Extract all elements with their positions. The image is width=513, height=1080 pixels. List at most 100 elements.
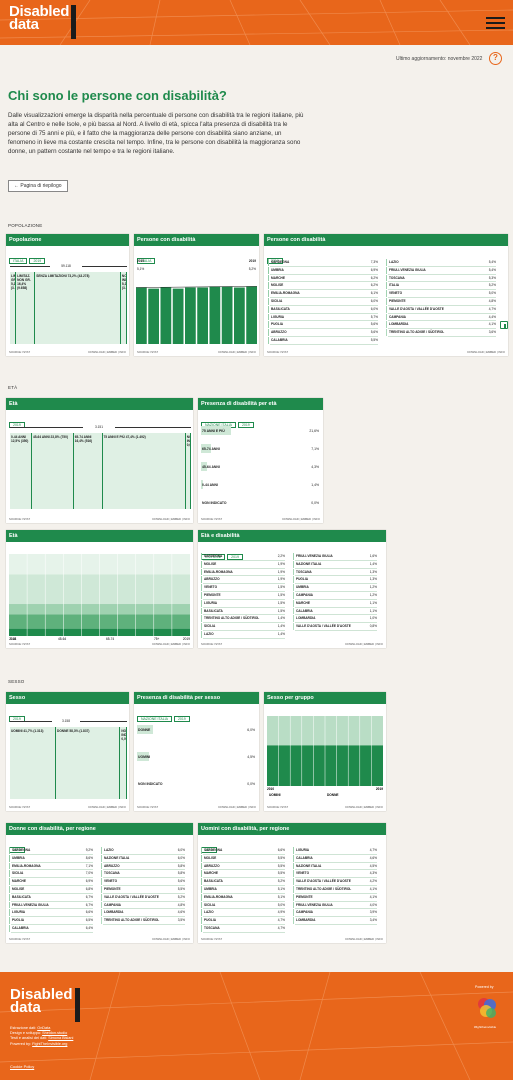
region-name: CAMPANIA [104, 902, 121, 907]
region-name: LOMBARDIA [296, 616, 316, 621]
cookie-policy-link[interactable]: Cookie Policy [10, 1064, 35, 1069]
filter-tag[interactable]: 2019 [173, 716, 190, 722]
filter-tag[interactable]: ITALIA [137, 258, 156, 264]
year-bar [172, 288, 184, 344]
end-year: 2019 [183, 637, 190, 641]
row-marker [101, 909, 103, 917]
card-actions[interactable]: DOWNLOAD | EMBED | INFO [88, 350, 126, 354]
region-value: 1,2% [369, 593, 377, 597]
region-name: CAMPANIA [389, 314, 406, 319]
region-value: 7,3% [370, 260, 378, 264]
region-name: LAZIO [389, 260, 399, 264]
row-divider [103, 885, 185, 886]
card-actions[interactable]: DOWNLOAD | EMBED | INFO [88, 805, 126, 809]
card-actions[interactable]: DOWNLOAD | EMBED | INFO [345, 805, 383, 809]
card-actions[interactable]: DOWNLOAD | EMBED | INFO [467, 350, 505, 354]
region-name: CALABRIA [296, 608, 313, 613]
presence-bar [201, 426, 231, 435]
presence-label: 65-74 ANNI [202, 447, 220, 451]
footer-logo[interactable]: Disabled data [10, 987, 80, 1022]
row-marker [201, 909, 203, 917]
side-scroll-tab[interactable] [500, 321, 508, 329]
card-uomini-per-regione: Uomini con disabilità, per regione 2019 … [198, 823, 386, 943]
filter-tag[interactable]: 2019 [227, 554, 243, 560]
region-value: 6,2% [370, 275, 378, 280]
filter-tag[interactable]: 2019 [29, 258, 46, 264]
region-value: 1,3% [369, 577, 377, 582]
row-divider [295, 559, 377, 561]
row-marker [9, 893, 11, 901]
region-value: 3,9% [369, 910, 377, 915]
credit-link[interactable]: Simona Bisiani [48, 1036, 74, 1041]
credit-link[interactable]: Sheldon.studio [42, 1031, 68, 1036]
region-value: 5,4% [488, 267, 496, 272]
filter-tag[interactable]: 2019 [237, 422, 254, 428]
legend-label: 0-44 [10, 637, 17, 641]
filter-tag[interactable]: NAZIONE ITALIA [137, 716, 172, 722]
row-marker [293, 893, 295, 901]
region-name: PIEMONTE [296, 894, 313, 899]
stack-segment: 0-44 ANNI 12,5% (350) [10, 433, 32, 509]
row-divider [295, 892, 377, 894]
card-actions[interactable]: DOWNLOAD | EMBED | INFO [282, 517, 320, 521]
row-marker [293, 553, 295, 560]
card-footer: SOURCE: ISTAT DOWNLOAD | EMBED | INFO [9, 642, 190, 646]
region-value: 6,0% [177, 855, 185, 860]
card-actions[interactable]: DOWNLOAD | EMBED | INFO [152, 517, 190, 521]
help-icon[interactable]: ? [489, 52, 502, 65]
region-value: 4,9% [277, 910, 285, 915]
region-name: LOMBARDIA [389, 322, 409, 327]
region-value: 0,8% [369, 624, 377, 629]
row-divider [295, 606, 377, 608]
region-value: 5,5% [370, 338, 378, 342]
credit-link[interactable]: OnData [37, 1026, 51, 1030]
card-actions[interactable]: DOWNLOAD | EMBED | INFO [345, 937, 383, 941]
row-divider [203, 559, 285, 561]
card-footer: SOURCE: ISTAT DOWNLOAD | EMBED | INFO [201, 517, 320, 521]
region-value: 6,6% [85, 910, 93, 915]
filter-tag[interactable]: 2019 [267, 258, 283, 264]
card-eta: Età 2019 3.151 0-44 ANNI 12,5% (350) 45-6… [6, 398, 193, 523]
site-logo[interactable]: Disabled data [9, 4, 77, 39]
card-tags: 2019 [9, 707, 27, 722]
region-name: MOLISE [271, 283, 284, 288]
filter-tag[interactable]: ITALIA [9, 258, 28, 264]
region-name: PIEMONTE [204, 593, 221, 597]
card-actions[interactable]: DOWNLOAD | EMBED | INFO [218, 350, 256, 354]
row-marker [386, 313, 388, 321]
region-name: LOMBARDIA [296, 918, 316, 923]
presence-label: DONNE [138, 728, 151, 732]
menu-icon[interactable] [486, 17, 505, 29]
row-marker [201, 631, 203, 638]
stack-segment: SENZA LIMITAZIONI 73,2% (43.278) [35, 272, 121, 344]
presence-bar [201, 444, 211, 453]
region-value: 5,6% [370, 330, 378, 335]
presence-value: 1,4% [311, 483, 319, 487]
card-actions[interactable]: DOWNLOAD | EMBED | INFO [218, 805, 256, 809]
region-value: 5,5% [277, 863, 285, 868]
region-name: NAZIONE ITALIA [296, 561, 322, 566]
row-marker [268, 329, 270, 336]
region-name: PIEMONTE [104, 887, 121, 891]
region-value: 6,1% [370, 291, 378, 296]
credit-link[interactable]: FightTheInvisible.org [32, 1041, 68, 1046]
region-value: 6,2% [370, 283, 378, 288]
row-marker [201, 560, 203, 568]
card-actions[interactable]: DOWNLOAD | EMBED | INFO [152, 642, 190, 646]
region-name: TOSCANA [104, 871, 120, 876]
region-value: 9,2% [85, 848, 93, 852]
card-actions[interactable]: DOWNLOAD | EMBED | INFO [152, 937, 190, 941]
region-value: 1,6% [369, 554, 377, 558]
summary-page-button[interactable]: ← Pagina di riepilogo [8, 180, 68, 192]
fighttheinvisible-logo-icon[interactable] [476, 995, 498, 1021]
row-marker [268, 305, 270, 313]
region-name: LAZIO [204, 910, 214, 915]
region-value: 1,9% [277, 577, 285, 582]
row-divider [295, 877, 377, 878]
row-divider [203, 583, 285, 584]
card-actions[interactable]: DOWNLOAD | EMBED | INFO [345, 642, 383, 646]
region-name: SICILIA [204, 624, 216, 629]
region-value: 8,6% [85, 855, 93, 860]
row-marker [386, 298, 388, 305]
card-footer: SOURCE: ISTAT DOWNLOAD | EMBED | INFO [137, 805, 256, 809]
